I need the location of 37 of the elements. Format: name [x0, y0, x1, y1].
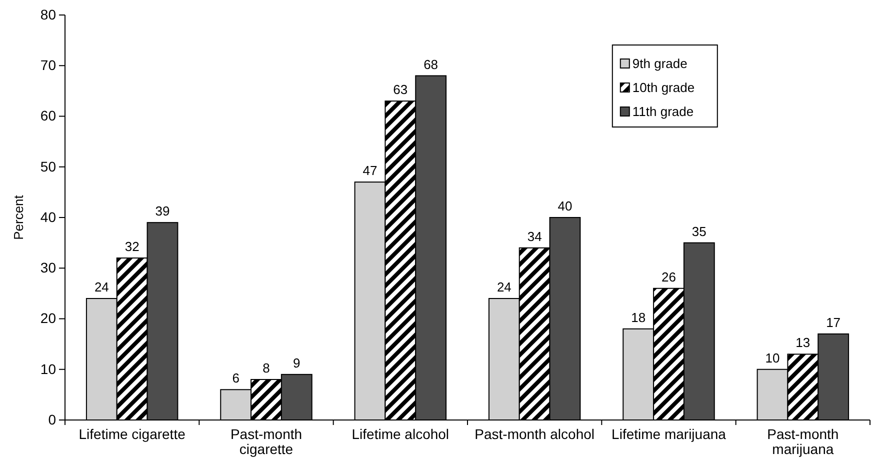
data-label: 24	[94, 280, 109, 294]
data-label: 32	[124, 239, 140, 254]
data-label: 6	[232, 370, 240, 386]
y-tick-label: 40	[40, 208, 56, 225]
data-label: 47	[362, 163, 378, 178]
y-tick-label: 60	[40, 108, 56, 124]
data-label: 40	[558, 198, 572, 214]
y-tick-label: 10	[40, 360, 56, 377]
x-tick-label: Lifetime cigarette	[78, 426, 186, 442]
x-tick-label: Lifetime marijuana	[612, 426, 726, 442]
x-tick-label: Past-month marijuana	[767, 426, 839, 457]
x-tick-label: Past-month cigarette	[230, 426, 302, 457]
y-tick-label: 80	[40, 6, 56, 22]
legend-label: 10th grade	[632, 80, 695, 95]
data-label: 24	[496, 280, 512, 294]
data-label: 63	[393, 82, 408, 98]
data-label: 26	[662, 269, 676, 284]
data-label: 34	[527, 228, 542, 244]
data-label: 17	[826, 314, 841, 330]
y-axis-title: Percent	[11, 194, 26, 240]
legend-label: 9th grade	[632, 56, 688, 71]
data-label: 10	[765, 350, 780, 366]
x-tick-label: Past-month alcohol	[474, 426, 595, 442]
data-label: 68	[424, 56, 438, 72]
y-tick-label: 30	[40, 260, 56, 276]
data-label: 18	[631, 310, 646, 325]
data-label: 8	[262, 360, 270, 376]
y-tick-label: 0	[48, 411, 56, 428]
x-tick-label: Lifetime alcohol	[352, 426, 450, 442]
y-tick-label: 20	[40, 310, 56, 326]
legend-label: 11th grade	[632, 104, 694, 119]
y-tick-label: 50	[40, 158, 56, 174]
data-label: 9	[293, 355, 300, 370]
data-label: 35	[692, 224, 706, 239]
data-label: 13	[796, 335, 810, 350]
y-tick-label: 70	[40, 57, 56, 74]
data-label: 39	[155, 204, 170, 219]
